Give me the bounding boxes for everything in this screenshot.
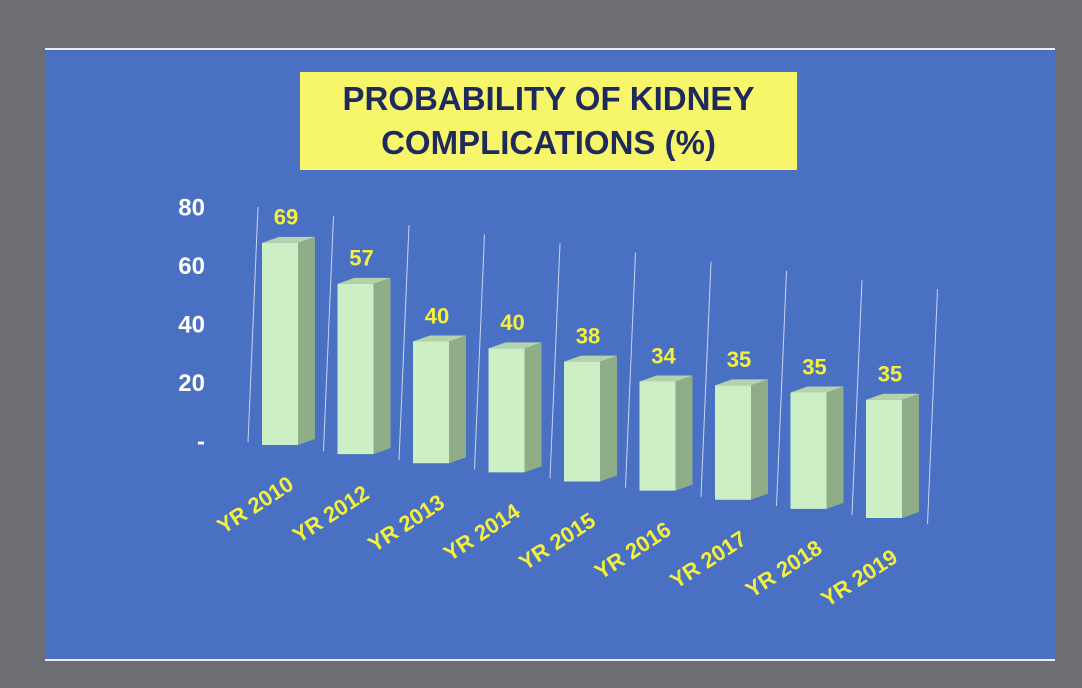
value-label: 35: [727, 347, 751, 372]
bar-top: [866, 393, 919, 400]
value-label: 34: [651, 343, 676, 368]
divider: [549, 243, 561, 479]
value-label: 69: [274, 205, 298, 230]
y-tick-label: -: [197, 428, 205, 455]
bar-front: [866, 399, 902, 518]
bar-top: [715, 379, 768, 386]
bar-side: [675, 375, 693, 491]
y-tick-label: 20: [178, 370, 205, 397]
bar-side: [449, 335, 466, 464]
bar-front: [488, 348, 525, 473]
value-label: 40: [500, 310, 524, 335]
y-tick-label: 80: [178, 195, 205, 222]
bar-side: [373, 277, 391, 455]
divider: [398, 225, 410, 461]
divider: [474, 234, 485, 470]
bar-side: [298, 236, 315, 445]
divider: [247, 206, 259, 443]
divider: [323, 216, 334, 452]
bar-side: [902, 393, 919, 518]
bar: [564, 355, 617, 482]
divider: [851, 279, 863, 516]
bar-top: [639, 375, 693, 382]
bar: [262, 236, 315, 445]
bar-top: [488, 342, 542, 349]
bar: [488, 342, 542, 473]
bar: [639, 375, 693, 491]
divider: [776, 270, 787, 506]
bar-front: [413, 341, 449, 464]
bar: [715, 379, 768, 500]
bar-front: [337, 283, 374, 455]
divider: [625, 252, 636, 488]
bar-side: [524, 342, 542, 473]
value-label: 38: [576, 323, 600, 348]
bar: [790, 386, 844, 509]
value-label: 40: [425, 303, 449, 328]
bar-side: [826, 386, 844, 509]
divider: [927, 289, 938, 525]
value-label: 57: [349, 246, 373, 271]
bar: [337, 277, 391, 455]
bar-front: [715, 385, 751, 500]
chart-title: PROBABILITY OF KIDNEY COMPLICATIONS (%): [300, 72, 797, 170]
bar-top: [262, 236, 315, 243]
bar-top: [564, 355, 617, 362]
divider: [700, 261, 712, 497]
bar-front: [790, 392, 827, 509]
value-label: 35: [802, 354, 826, 379]
value-label: 35: [878, 362, 902, 387]
bar-front: [262, 242, 298, 445]
bar-side: [600, 355, 617, 482]
y-tick-label: 40: [178, 312, 205, 339]
bar: [866, 393, 919, 518]
bar-top: [413, 335, 466, 342]
bar-top: [790, 386, 844, 393]
bar-side: [751, 379, 768, 500]
y-tick-label: 60: [178, 253, 205, 280]
bar-top: [337, 277, 391, 284]
bar: [413, 335, 466, 464]
bar-front: [564, 361, 600, 482]
bar-front: [639, 381, 676, 491]
